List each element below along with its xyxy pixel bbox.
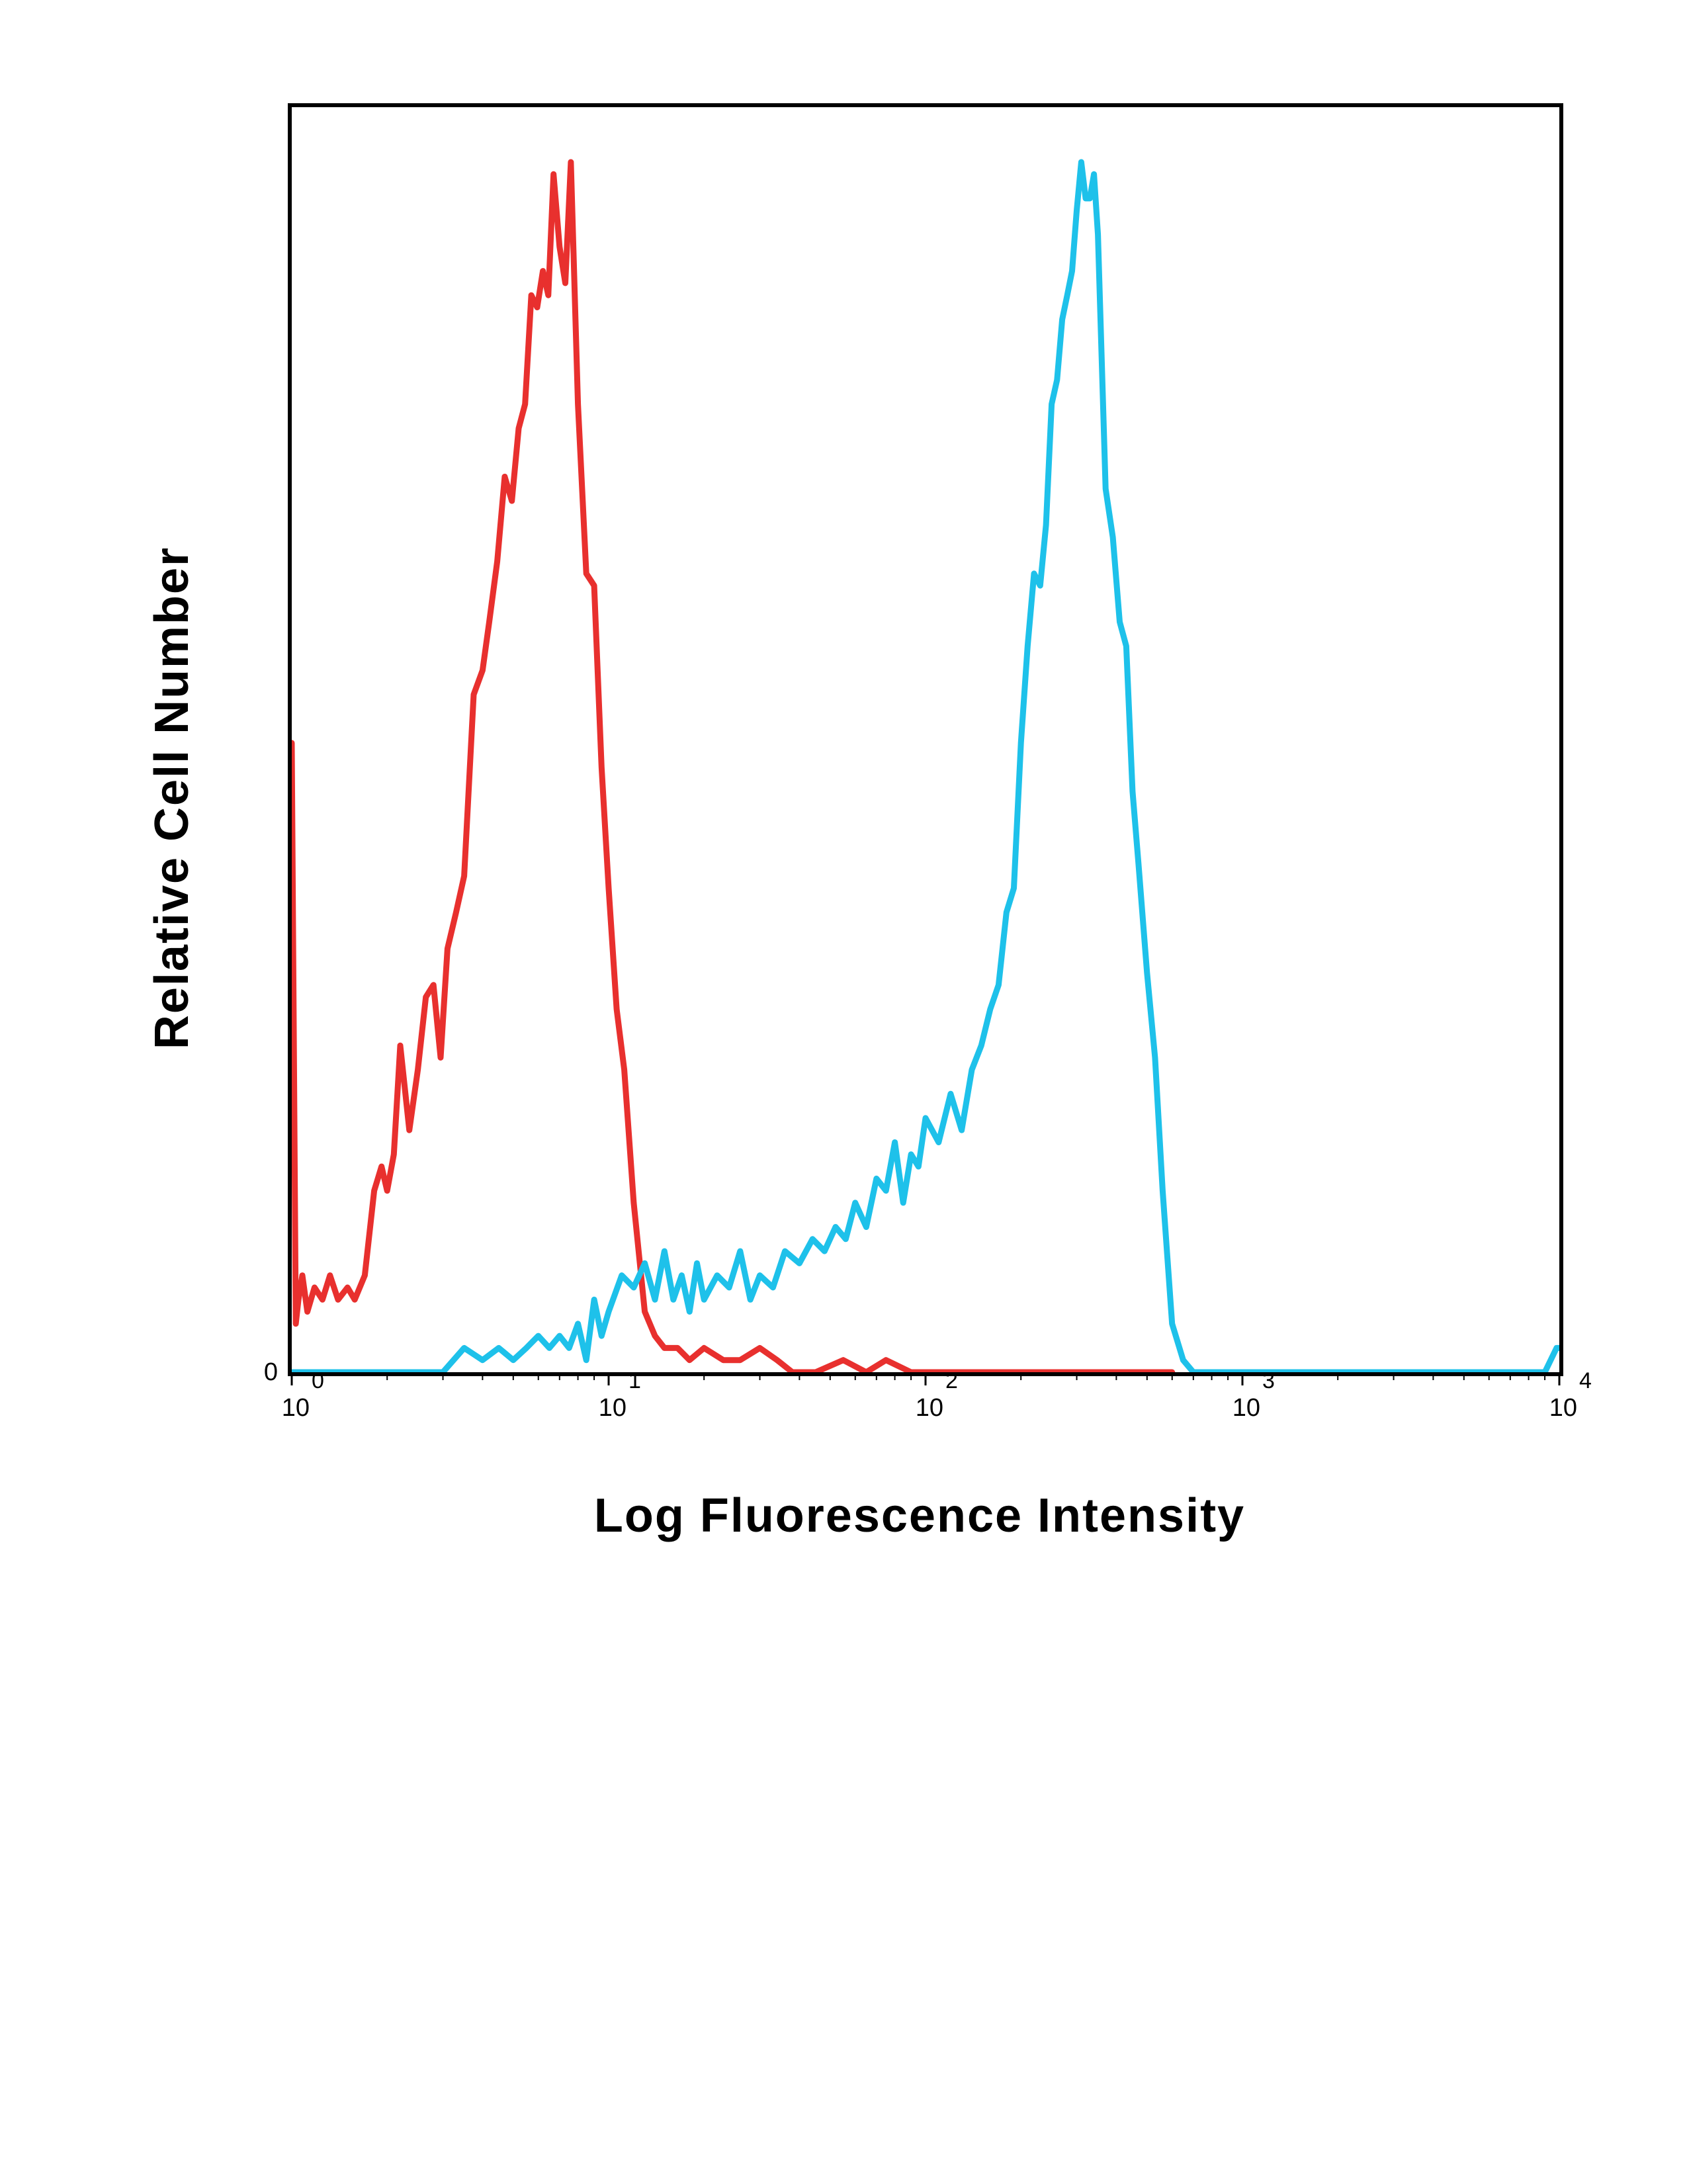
x-tick-label: 10 bbox=[1549, 1394, 1577, 1422]
x-tick-label: 10 bbox=[599, 1394, 627, 1422]
histogram-series-2 bbox=[288, 159, 1563, 1376]
y-tick-label: 0 bbox=[264, 1358, 278, 1386]
x-tick-label: 10 bbox=[916, 1394, 943, 1422]
x-tick-exponent: 1 bbox=[628, 1368, 641, 1393]
x-tick-label: 10 bbox=[1233, 1394, 1260, 1422]
x-axis-title: Log Fluorescence Intensity bbox=[594, 1489, 1245, 1542]
y-axis-title: Relative Cell Number bbox=[146, 546, 198, 1049]
x-tick-exponent: 4 bbox=[1579, 1368, 1592, 1393]
histogram-series-1 bbox=[288, 159, 1176, 1376]
series-layer bbox=[288, 159, 1563, 1376]
x-tick-label: 10 bbox=[282, 1394, 310, 1422]
plot-frame bbox=[288, 103, 1563, 1376]
